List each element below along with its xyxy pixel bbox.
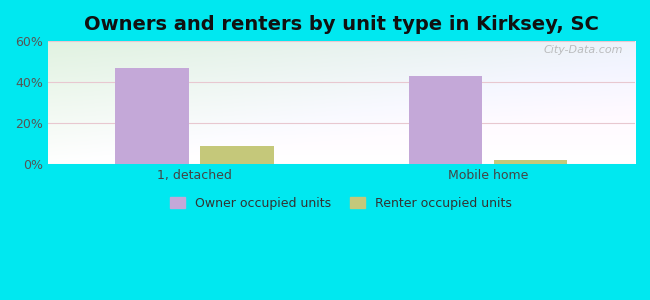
Text: City-Data.com: City-Data.com <box>544 45 623 55</box>
Legend: Owner occupied units, Renter occupied units: Owner occupied units, Renter occupied un… <box>170 197 512 210</box>
Bar <box>409 76 482 164</box>
Title: Owners and renters by unit type in Kirksey, SC: Owners and renters by unit type in Kirks… <box>84 15 599 34</box>
Bar <box>494 160 567 164</box>
Bar <box>115 68 188 164</box>
Bar <box>200 146 274 164</box>
